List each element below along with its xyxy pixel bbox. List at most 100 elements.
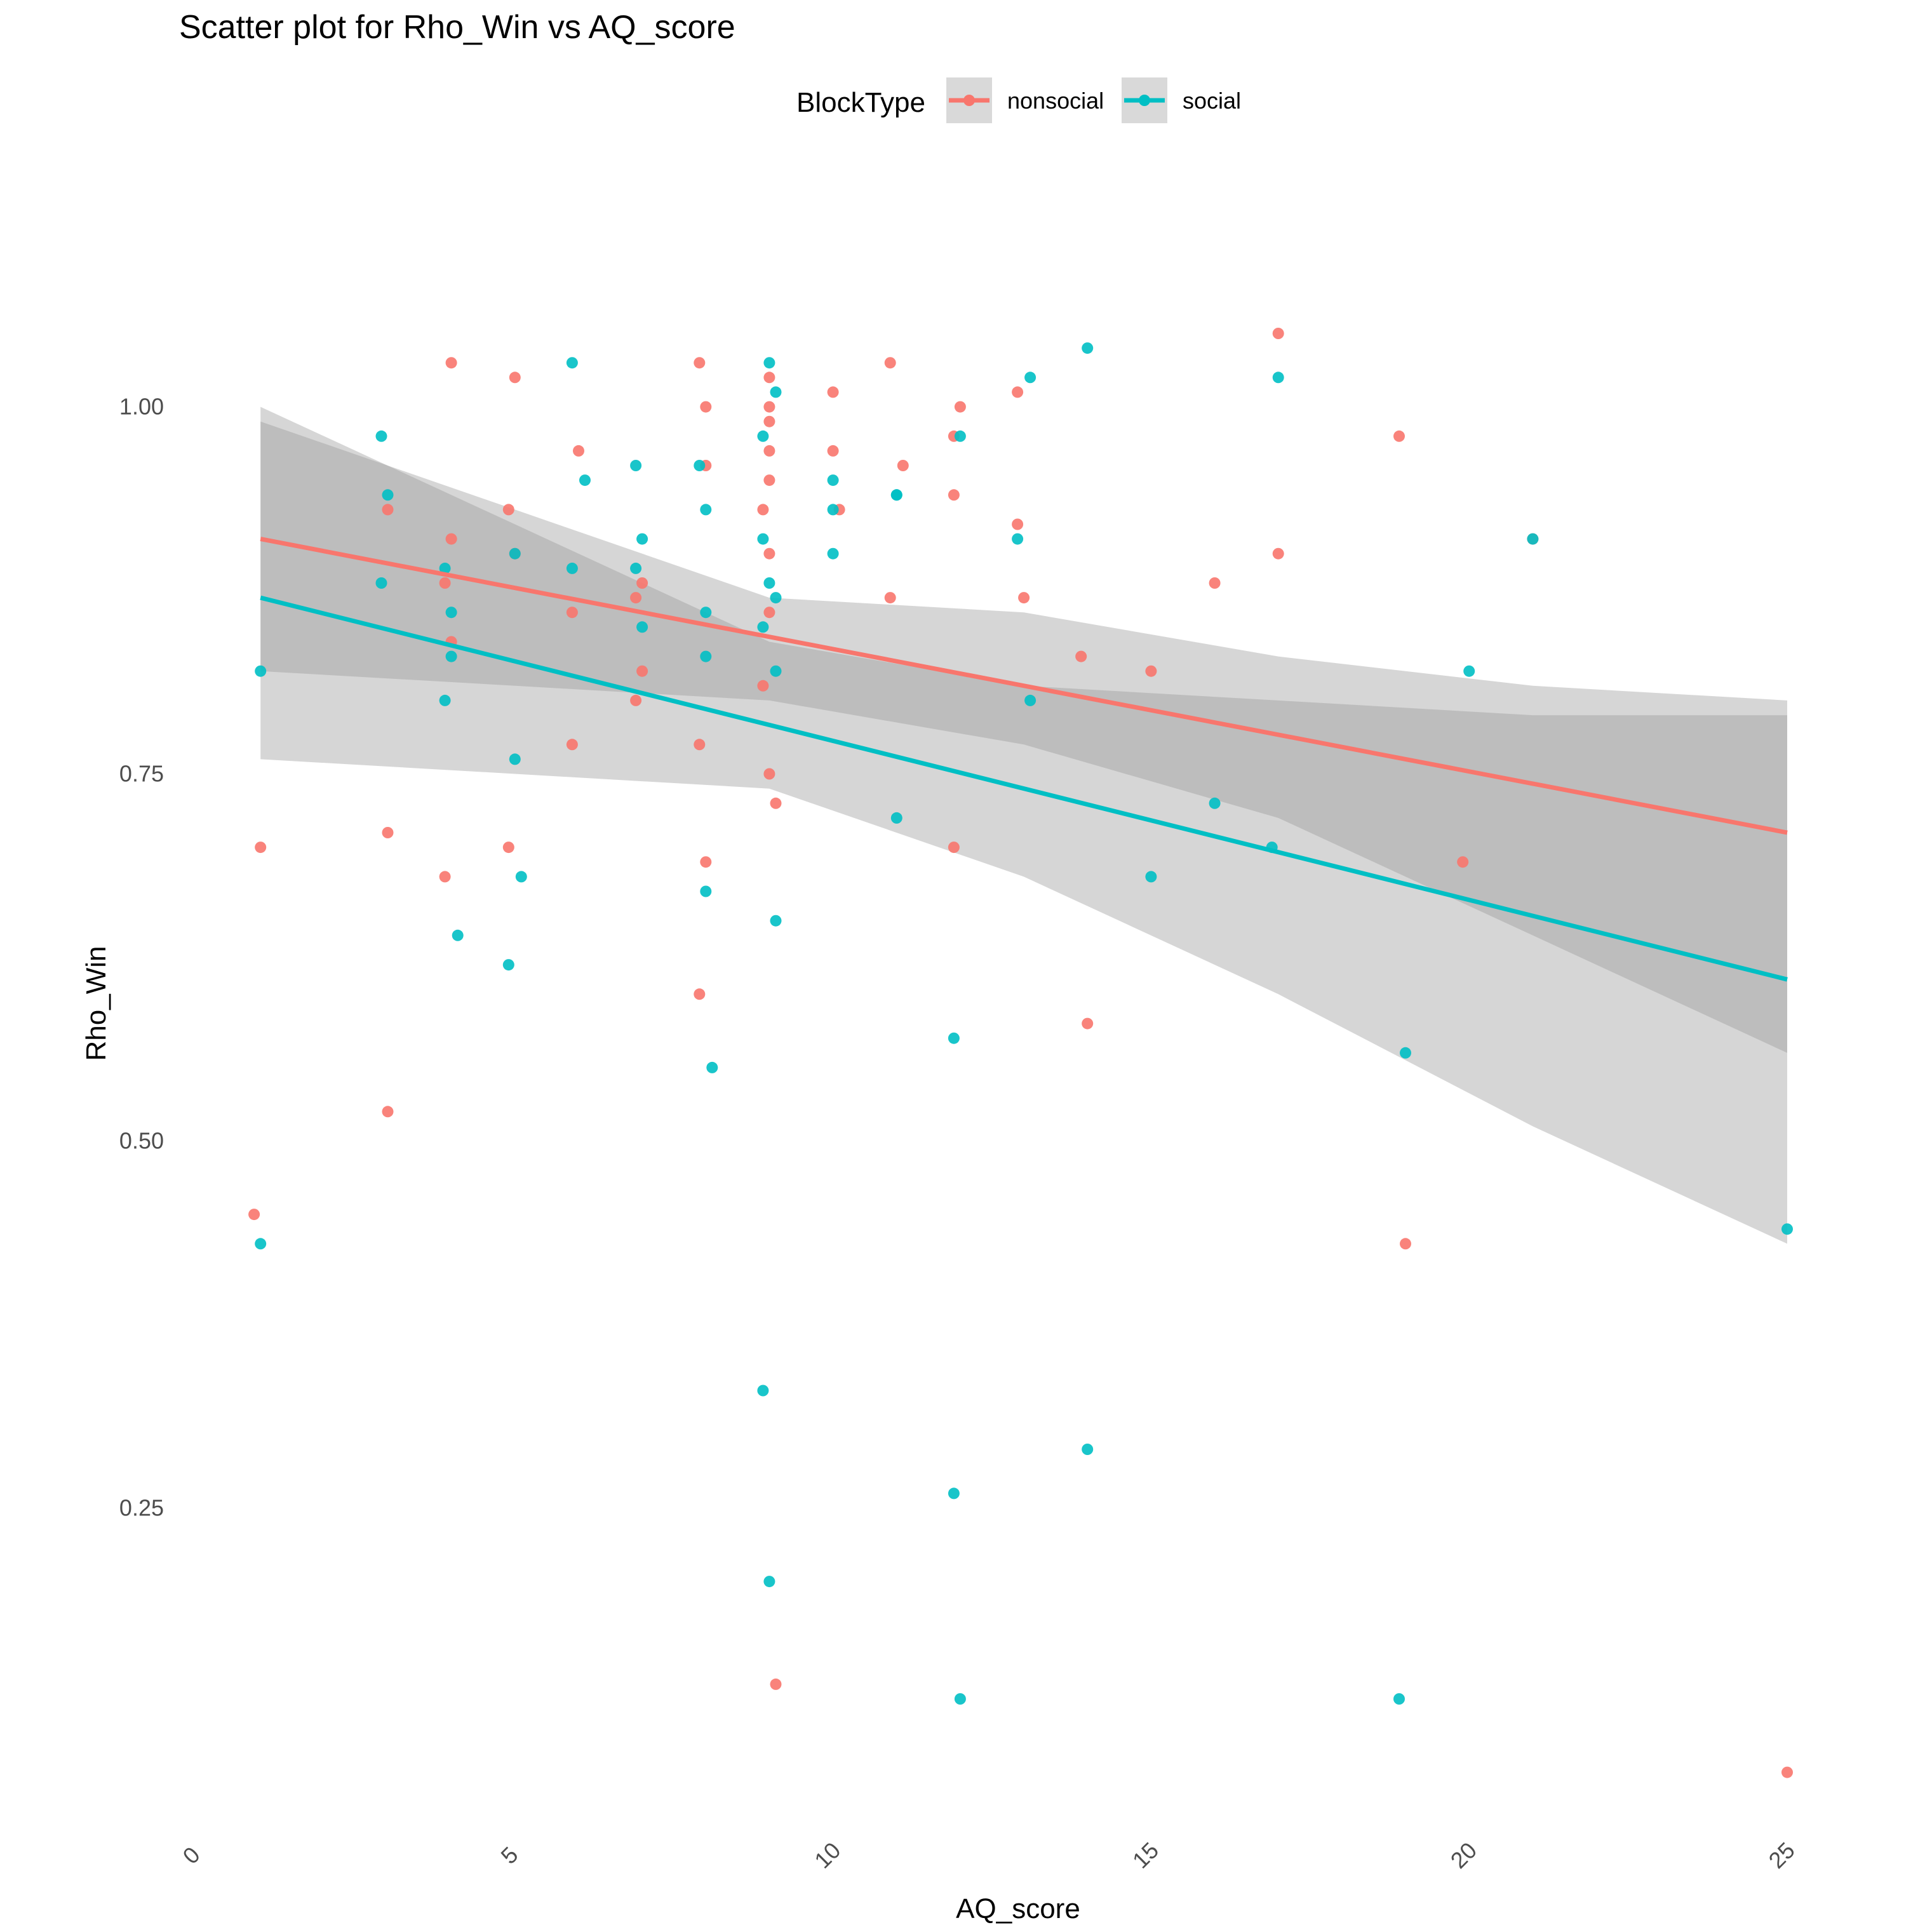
- legend-item-nonsocial: nonsocial: [946, 77, 1104, 123]
- y-tick-label: 0.50: [119, 1128, 164, 1154]
- data-point-social: [579, 474, 591, 486]
- y-tick-label: 1.00: [119, 394, 164, 420]
- data-point-social: [700, 650, 712, 662]
- data-point-nonsocial: [770, 1678, 782, 1690]
- data-point-social: [770, 665, 782, 677]
- data-point-social: [636, 533, 648, 545]
- data-point-nonsocial: [382, 827, 394, 838]
- x-tick-label: 25: [1764, 1837, 1800, 1874]
- data-point-social: [706, 1061, 718, 1073]
- data-point-nonsocial: [884, 357, 896, 369]
- data-point-social: [255, 665, 267, 677]
- data-point-nonsocial: [763, 401, 775, 413]
- data-point-social: [827, 474, 839, 486]
- data-point-nonsocial: [382, 504, 394, 516]
- data-point-nonsocial: [757, 680, 769, 692]
- data-point-social: [1209, 797, 1221, 809]
- data-point-social: [1393, 1693, 1405, 1705]
- data-point-social: [1024, 694, 1036, 706]
- data-point-social: [509, 547, 521, 560]
- data-point-nonsocial: [1272, 328, 1284, 339]
- data-point-social: [382, 489, 394, 501]
- data-point-social: [1024, 372, 1036, 384]
- data-point-social: [827, 547, 839, 560]
- data-point-nonsocial: [884, 592, 896, 604]
- data-point-social: [1145, 871, 1157, 883]
- data-point-social: [1012, 533, 1024, 545]
- data-point-nonsocial: [445, 533, 457, 545]
- data-point-social: [1781, 1223, 1793, 1235]
- data-point-nonsocial: [630, 592, 642, 604]
- data-point-social: [757, 430, 769, 442]
- data-point-social: [515, 871, 527, 883]
- x-tick-label: 15: [1127, 1837, 1164, 1874]
- data-point-nonsocial: [1012, 386, 1024, 398]
- data-point-social: [1400, 1047, 1411, 1059]
- data-point-nonsocial: [1272, 547, 1284, 560]
- data-point-nonsocial: [1393, 430, 1405, 442]
- data-point-nonsocial: [694, 739, 706, 751]
- data-point-nonsocial: [1781, 1766, 1793, 1778]
- data-point-nonsocial: [1075, 650, 1087, 662]
- data-point-nonsocial: [770, 797, 782, 809]
- x-tick-label: 10: [809, 1837, 845, 1874]
- data-point-nonsocial: [827, 386, 839, 398]
- data-point-social: [502, 959, 514, 971]
- trend-line-nonsocial: [260, 537, 1788, 835]
- data-point-nonsocial: [694, 988, 706, 1000]
- data-point-social: [439, 694, 451, 706]
- trend-line-social: [260, 595, 1788, 982]
- data-point-social: [375, 430, 387, 442]
- data-point-social: [1527, 533, 1539, 545]
- data-point-social: [630, 460, 642, 471]
- data-point-nonsocial: [763, 547, 775, 560]
- data-point-social: [954, 1693, 966, 1705]
- data-point-social: [636, 621, 648, 633]
- data-point-social: [890, 812, 902, 824]
- data-point-nonsocial: [700, 856, 712, 868]
- data-point-social: [948, 1487, 960, 1499]
- data-point-nonsocial: [1457, 856, 1469, 868]
- data-point-social: [770, 592, 782, 604]
- legend-key-nonsocial-point: [963, 95, 975, 106]
- data-point-nonsocial: [439, 577, 451, 589]
- legend: BlockType nonsocial social: [796, 77, 1241, 123]
- data-point-social: [630, 562, 642, 574]
- data-point-social: [757, 533, 769, 545]
- data-point-nonsocial: [1145, 665, 1157, 677]
- legend-item-social: social: [1122, 77, 1241, 123]
- data-point-nonsocial: [1209, 577, 1221, 589]
- data-point-nonsocial: [948, 842, 960, 854]
- data-point-social: [948, 1032, 960, 1044]
- plot-area: [248, 328, 1793, 1778]
- legend-title: BlockType: [796, 87, 925, 118]
- data-point-social: [566, 357, 578, 369]
- data-point-nonsocial: [248, 1209, 260, 1221]
- data-point-social: [700, 885, 712, 897]
- data-point-nonsocial: [694, 357, 706, 369]
- data-point-social: [509, 753, 521, 765]
- legend-label-social: social: [1183, 88, 1241, 114]
- data-point-nonsocial: [763, 372, 775, 384]
- data-point-social: [700, 607, 712, 619]
- data-point-nonsocial: [573, 445, 584, 457]
- data-point-nonsocial: [763, 445, 775, 457]
- data-point-social: [566, 562, 578, 574]
- data-point-nonsocial: [382, 1106, 394, 1118]
- data-point-social: [827, 504, 839, 516]
- data-point-social: [439, 562, 451, 574]
- data-point-social: [763, 1576, 775, 1588]
- data-point-social: [452, 929, 464, 941]
- data-point-social: [700, 504, 712, 516]
- data-point-nonsocial: [897, 460, 909, 471]
- data-point-social: [757, 621, 769, 633]
- data-point-nonsocial: [636, 577, 648, 589]
- data-point-social: [445, 650, 457, 662]
- data-point-nonsocial: [255, 842, 267, 854]
- data-point-nonsocial: [1012, 518, 1024, 530]
- data-point-social: [1082, 1444, 1094, 1455]
- y-axis-title: Rho_Win: [81, 946, 112, 1061]
- data-point-nonsocial: [566, 607, 578, 619]
- x-axis: 0 5 10 15 20 25: [178, 1837, 1800, 1874]
